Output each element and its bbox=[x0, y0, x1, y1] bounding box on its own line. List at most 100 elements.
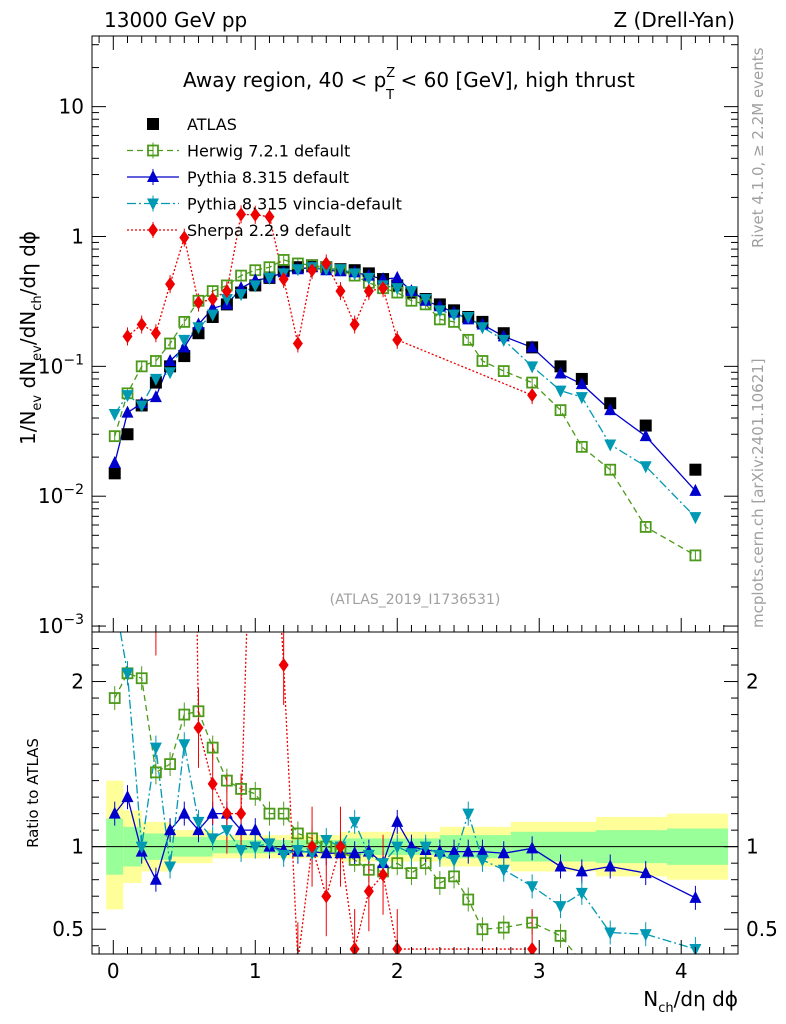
ratio-markers bbox=[108, 594, 702, 980]
series-1-ratio-point-3 bbox=[149, 766, 162, 779]
series-1-ratio-point-7 bbox=[206, 741, 219, 754]
process-label: Z (Drell-Yan) bbox=[613, 8, 735, 32]
y-axis-title: 1/Nev dNev/dNch/dη dϕ bbox=[16, 231, 45, 445]
series-2-point-33 bbox=[689, 483, 702, 496]
series-3-ratio-point-7 bbox=[206, 833, 219, 846]
energy-label: 13000 GeV pp bbox=[104, 8, 247, 32]
ratio-tick-label-right-1: 1 bbox=[746, 835, 759, 859]
series-1-ratio-point-27 bbox=[497, 921, 510, 934]
series-3-point-22 bbox=[419, 294, 432, 307]
x-tick-label-4: 4 bbox=[675, 959, 688, 983]
series-1-ratio-line bbox=[114, 672, 577, 954]
series-1-ratio-point-26 bbox=[476, 923, 489, 936]
series-2-ratio-point-29 bbox=[554, 859, 567, 872]
series-3-point-7 bbox=[206, 309, 219, 322]
series-1-point-3 bbox=[149, 355, 162, 367]
series-4-point-19 bbox=[392, 332, 403, 347]
series-3-ratio-point-0 bbox=[109, 594, 121, 606]
main-series-lines bbox=[114, 213, 696, 556]
series-0-point-32 bbox=[639, 419, 652, 432]
series-3-ratio-point-30 bbox=[575, 887, 588, 900]
series-3-ratio-point-10 bbox=[249, 841, 262, 854]
series-4-point-2 bbox=[150, 326, 161, 341]
x-tick-label-1: 1 bbox=[249, 959, 262, 983]
series-2-point-31 bbox=[604, 403, 617, 416]
series-2-ratio-point-30 bbox=[575, 864, 588, 877]
series-1-ratio-point-28 bbox=[526, 916, 539, 929]
main-error-bars bbox=[114, 205, 696, 561]
series-4-ratio-point-20 bbox=[527, 942, 538, 954]
series-3-point-8 bbox=[220, 294, 233, 307]
ratio-tick-label-right-2: 2 bbox=[746, 670, 759, 694]
series-4-point-7 bbox=[221, 284, 232, 299]
series-4-point-11 bbox=[278, 272, 289, 287]
y-tick-label-2: 10−1 bbox=[38, 352, 84, 378]
series-1-ratio-point-23 bbox=[433, 877, 446, 889]
series-4-point-6 bbox=[207, 292, 218, 307]
series-4-point-18 bbox=[378, 281, 389, 296]
series-3-point-28 bbox=[526, 361, 539, 374]
series-3-ratio-point-29 bbox=[554, 901, 567, 914]
series-4-ratio-line bbox=[196, 632, 533, 954]
series-3-point-27 bbox=[497, 334, 510, 347]
x-tick-label-3: 3 bbox=[533, 959, 546, 983]
series-2-ratio-point-32 bbox=[639, 866, 652, 879]
series-1-line bbox=[114, 259, 696, 556]
series-4-point-3 bbox=[165, 277, 176, 292]
series-2-ratio-point-17 bbox=[348, 846, 361, 859]
legend-marker-1 bbox=[147, 144, 159, 157]
series-4-ratio-point-13 bbox=[307, 839, 318, 854]
series-3-point-25 bbox=[462, 311, 475, 324]
series-3-ratio-point-5 bbox=[178, 739, 191, 752]
series-2-ratio-point-9 bbox=[235, 823, 248, 836]
series-1-ratio-point-8 bbox=[220, 774, 233, 787]
series-1-ratio-point-30 bbox=[577, 957, 587, 967]
ratio-y-axis-title: Ratio to ATLAS bbox=[24, 738, 42, 848]
series-3-point-29 bbox=[554, 385, 567, 398]
series-3-point-20 bbox=[391, 283, 404, 296]
series-1-point-25 bbox=[462, 333, 475, 346]
series-4-ratio-point-18 bbox=[378, 867, 389, 882]
series-1-point-4 bbox=[164, 337, 176, 350]
series-3-ratio-line bbox=[119, 632, 696, 950]
series-1-ratio-point-10 bbox=[249, 787, 262, 800]
series-2-point-1 bbox=[121, 405, 134, 418]
svg-text:Rivet 4.1.0, ≥ 2.2M events: Rivet 4.1.0, ≥ 2.2M events bbox=[749, 47, 767, 248]
ratio-tick-label-right-0: 0.5 bbox=[746, 917, 778, 941]
ratio-panel: 0.5 0.5 1 1 2 2 0 1 2 3 4 bbox=[52, 594, 778, 983]
series-1-ratio-point-29 bbox=[554, 929, 567, 942]
series-2-ratio-point-15 bbox=[320, 846, 333, 859]
series-2-ratio-point-0 bbox=[108, 806, 121, 819]
series-2-point-20 bbox=[391, 270, 404, 283]
series-4-point-16 bbox=[349, 317, 360, 332]
series-1-point-27 bbox=[497, 365, 510, 377]
series-3-ratio-point-11 bbox=[263, 838, 276, 851]
series-3-ratio-point-6 bbox=[192, 816, 205, 829]
series-3-ratio-point-31 bbox=[604, 927, 617, 940]
series-4-point-13 bbox=[307, 263, 318, 278]
x-tick-label-0: 0 bbox=[107, 959, 120, 983]
series-1-point-26 bbox=[476, 355, 489, 367]
series-2-point-28 bbox=[526, 340, 539, 353]
series-4-ratio-point-8 bbox=[236, 806, 247, 821]
series-3-ratio-point-21 bbox=[405, 848, 418, 861]
main-y-ticks: 10−3 10−2 10−1 1 10 bbox=[38, 44, 738, 638]
series-2-ratio-point-33 bbox=[689, 890, 702, 903]
legend-label-2: Pythia 8.315 default bbox=[187, 168, 349, 187]
series-1-ratio-point-21 bbox=[405, 867, 418, 879]
series-1-ratio-point-33 bbox=[690, 970, 700, 980]
series-2-ratio-point-27 bbox=[497, 846, 510, 859]
series-4-ratio-point-14 bbox=[321, 889, 332, 904]
y-tick-label-1: 10−2 bbox=[38, 482, 84, 508]
series-3-point-17 bbox=[348, 268, 361, 281]
series-1-point-5 bbox=[178, 315, 191, 328]
series-3-ratio-point-20 bbox=[391, 841, 404, 854]
series-3-ratio-point-8 bbox=[220, 825, 233, 838]
series-3-point-16 bbox=[334, 264, 347, 277]
series-3-point-1 bbox=[121, 390, 134, 403]
rivet-label: Rivet 4.1.0, ≥ 2.2M events bbox=[749, 47, 767, 248]
main-markers bbox=[108, 207, 702, 562]
series-4-point-10 bbox=[264, 209, 275, 224]
series-0-point-29 bbox=[554, 360, 567, 373]
series-3-ratio-point-2 bbox=[135, 841, 148, 854]
